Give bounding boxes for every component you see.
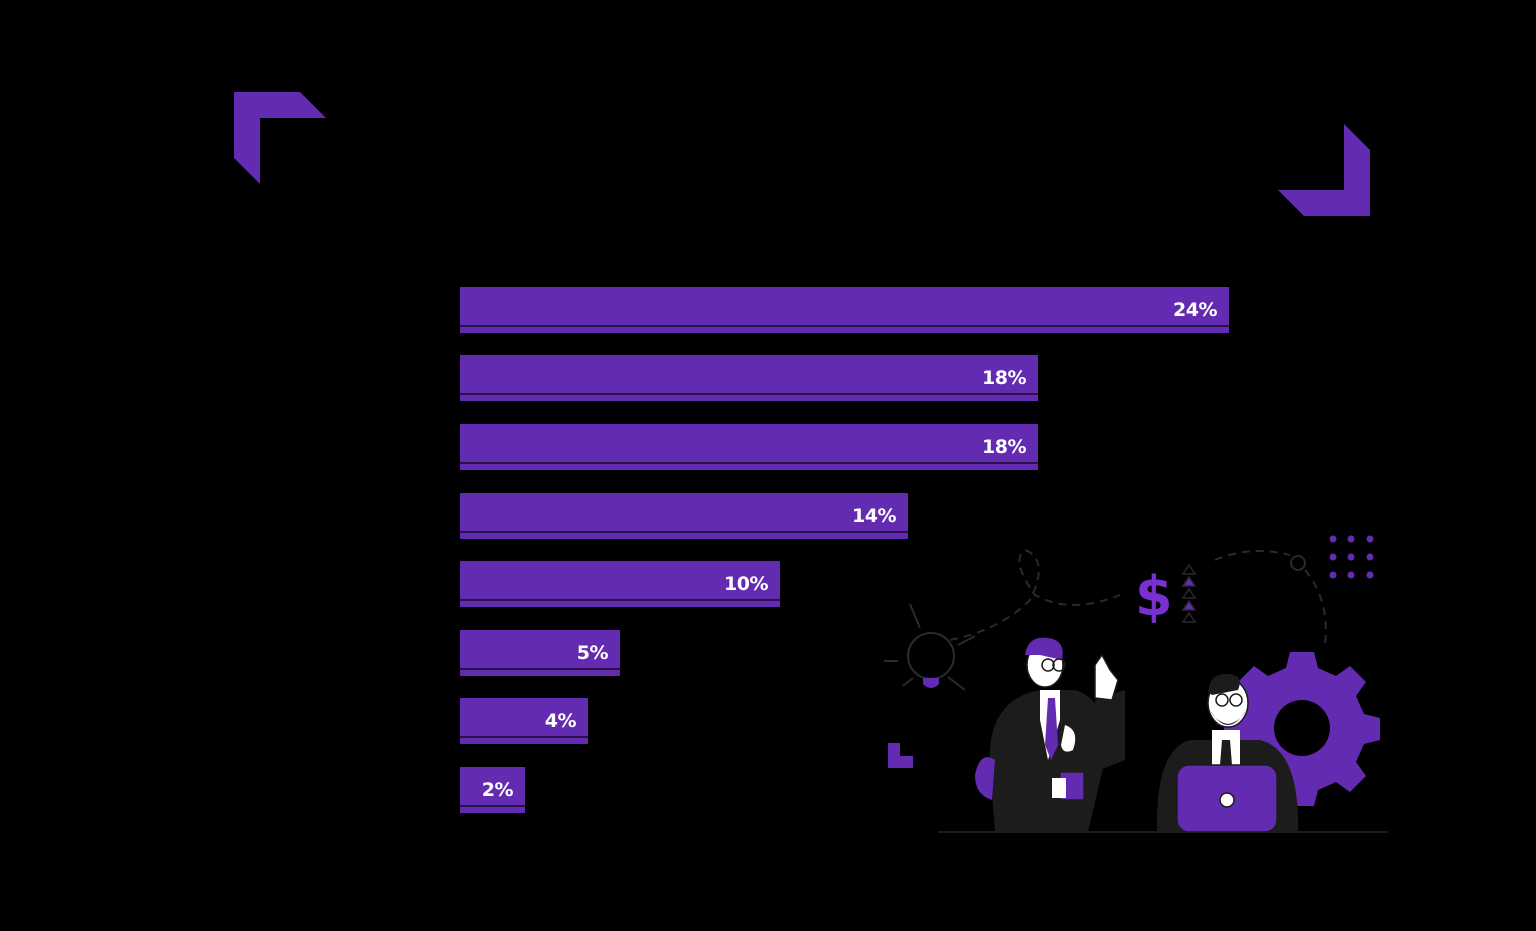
lightbulb-icon xyxy=(884,603,976,691)
bar-row: 18% xyxy=(0,355,1300,401)
bar-value-label: 5% xyxy=(576,642,609,664)
bottom-right-corner-bracket xyxy=(1278,124,1370,216)
bar-row: 24% xyxy=(0,287,1300,333)
bar-row: 10% xyxy=(0,561,1300,607)
category-label xyxy=(60,355,209,393)
business-illustration: $ xyxy=(884,535,1388,833)
bar-row: 14% xyxy=(0,493,1300,539)
bar-value-label: 2% xyxy=(481,779,514,801)
category-label xyxy=(60,493,209,531)
bar-value-label: 18% xyxy=(982,436,1026,458)
bar: 18% xyxy=(460,355,1038,401)
node-circle-icon xyxy=(1290,555,1306,571)
bar: 18% xyxy=(460,424,1038,470)
bar-row: 18% xyxy=(0,424,1300,470)
bar: 5% xyxy=(460,630,620,676)
top-left-corner-bracket xyxy=(234,92,326,184)
bar-value-label: 14% xyxy=(852,505,896,527)
bar-row: 5% xyxy=(0,630,1300,676)
dollar-icon: $ xyxy=(1135,565,1173,628)
dot-grid-icon xyxy=(1329,535,1374,579)
man-laptop-figure xyxy=(1156,673,1299,833)
bar-value-label: 4% xyxy=(544,710,577,732)
category-label xyxy=(60,630,209,668)
bar: 24% xyxy=(460,287,1229,333)
bar-value-label: 10% xyxy=(724,573,768,595)
man-pointing-figure xyxy=(975,637,1125,832)
bar-row: 2% xyxy=(0,767,1300,813)
bar: 14% xyxy=(460,493,908,539)
laptop-icon xyxy=(1176,764,1278,833)
triangle-arrows-icon xyxy=(1181,563,1197,623)
bar: 10% xyxy=(460,561,780,607)
square-glyph-icon xyxy=(888,743,913,768)
category-label xyxy=(60,767,209,805)
category-label xyxy=(60,424,209,462)
bar-value-label: 18% xyxy=(982,367,1026,389)
category-label xyxy=(60,698,209,736)
bar-row: 4% xyxy=(0,698,1300,744)
bar: 4% xyxy=(460,698,588,744)
category-label xyxy=(60,561,209,599)
bar-value-label: 24% xyxy=(1173,299,1217,321)
bar: 2% xyxy=(460,767,525,813)
category-label xyxy=(60,287,209,325)
